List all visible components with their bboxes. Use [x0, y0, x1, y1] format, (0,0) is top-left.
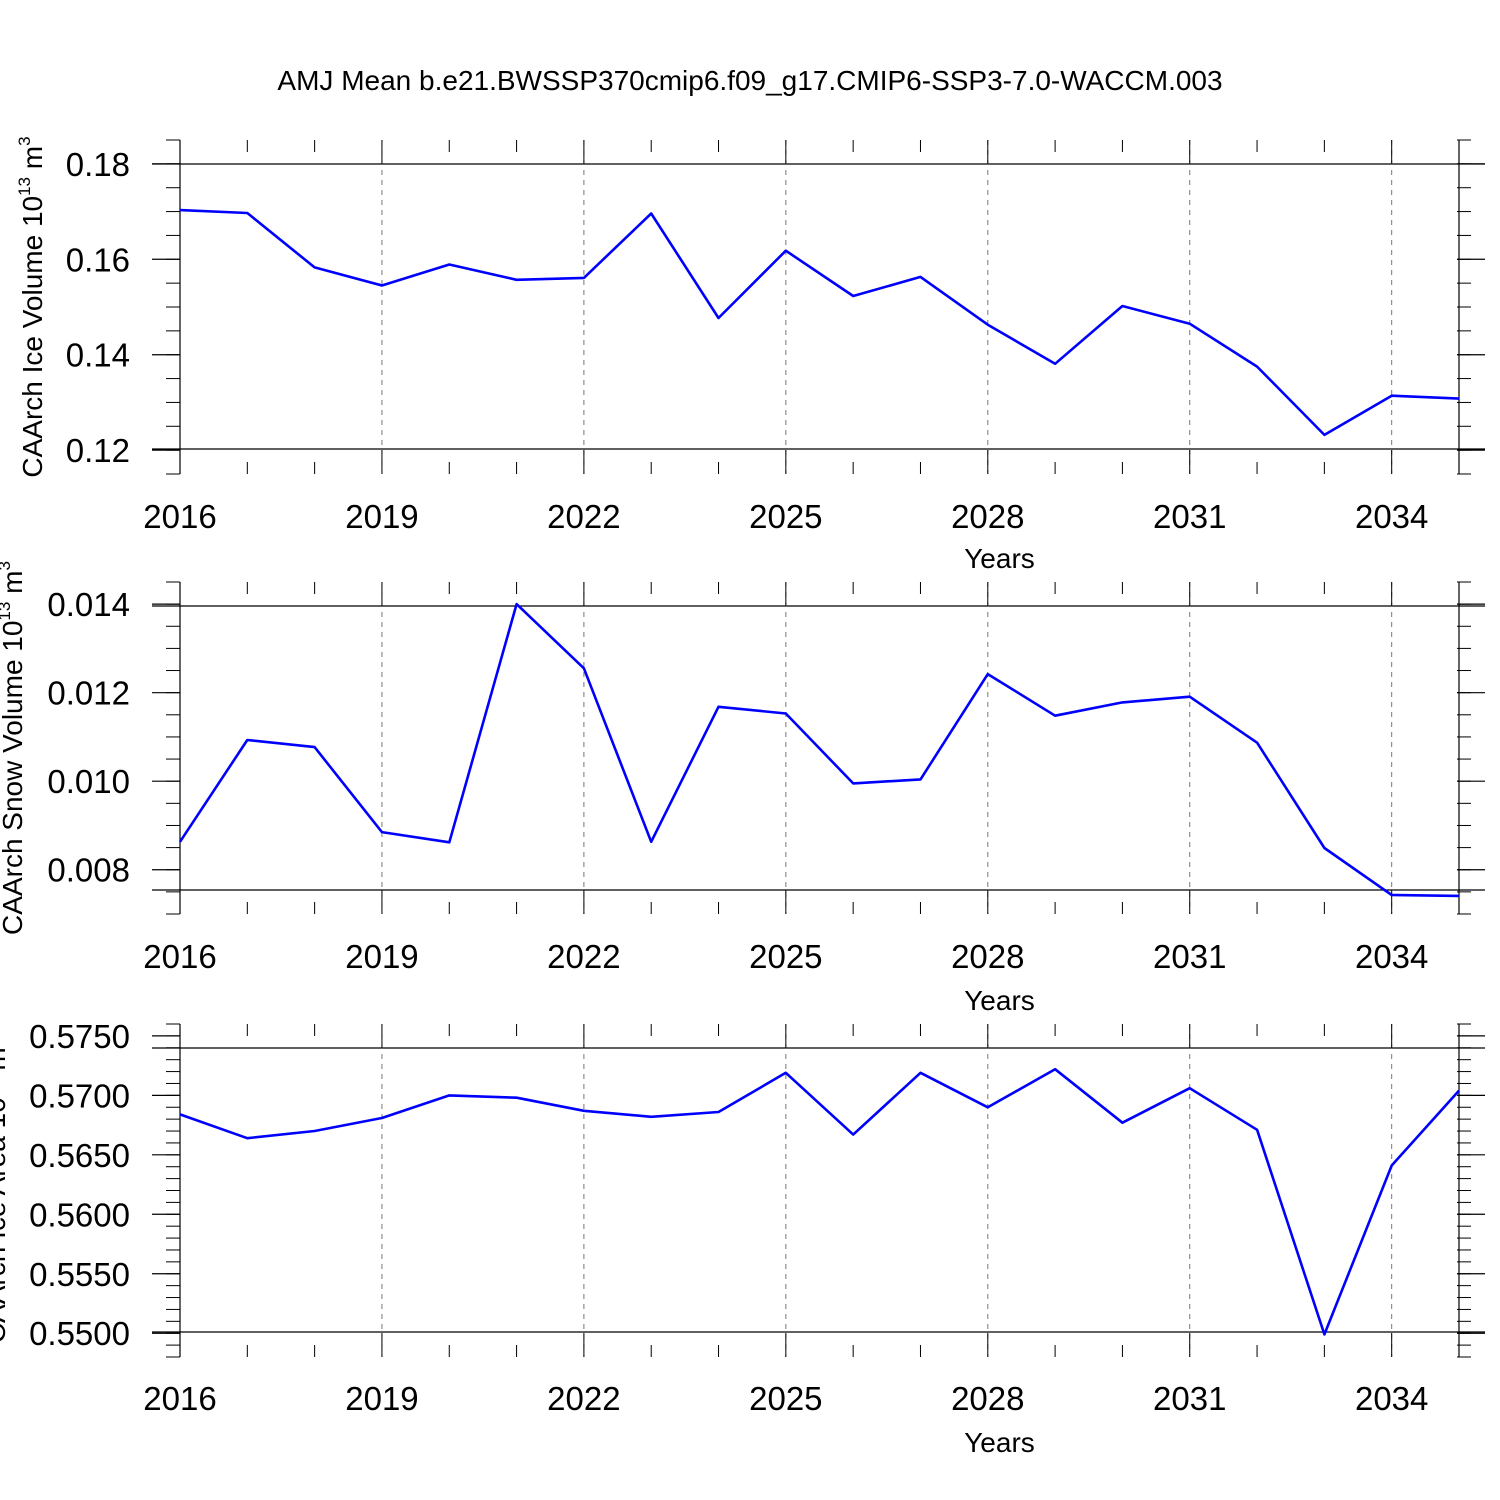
x-tick-label: 2019 — [345, 498, 418, 535]
y-axis-title-part: m — [0, 1047, 11, 1078]
y-tick-label: 0.014 — [47, 586, 130, 623]
x-tick-label: 2034 — [1355, 498, 1428, 535]
x-tick-label: 2019 — [345, 938, 418, 975]
x-tick-label: 2022 — [547, 1380, 620, 1417]
y-tick-label: 0.010 — [47, 763, 130, 800]
panel-2: 0.008 0.010 0.012 0.014 2016 2019 2022 2025 2028… — [0, 561, 1485, 1016]
series-line — [179, 1067, 1460, 1336]
x-tick-label: 2025 — [749, 938, 822, 975]
series-line — [178, 602, 1460, 898]
x-tick-label: 2025 — [749, 498, 822, 535]
x-tick-label: 2031 — [1153, 1380, 1226, 1417]
x-axis-title: Years — [964, 985, 1035, 1016]
x-tick-label: 2022 — [547, 498, 620, 535]
x-tick-label: 2022 — [547, 938, 620, 975]
chart-title: AMJ Mean b.e21.BWSSP370cmip6.f09_g17.CMI… — [277, 65, 1222, 96]
x-tick-label: 2031 — [1153, 938, 1226, 975]
y-tick-label: 0.12 — [66, 432, 130, 469]
panel-1: 0.12 0.14 0.16 0.18 2016 2019 2022 2025 2028 2031… — [15, 136, 1485, 574]
y-axis-title: CAArch Snow Volume 1013 m3 — [0, 561, 28, 935]
x-tick-label: 2028 — [951, 1380, 1024, 1417]
x-tick-label: 2016 — [143, 938, 216, 975]
y-tick-label: 0.5700 — [29, 1077, 130, 1114]
y-tick-label: 0.5550 — [29, 1256, 130, 1293]
x-tick-label: 2028 — [951, 498, 1024, 535]
x-tick-label: 2034 — [1355, 1380, 1428, 1417]
x-tick-label: 2028 — [951, 938, 1024, 975]
y-axis-title-superscript: 3 — [15, 136, 34, 145]
y-axis-title-part: CAArch Ice Volume 10 — [17, 196, 48, 478]
y-axis-title-part: CAArch Ice Area 10 — [0, 1097, 11, 1343]
y-tick-label: 0.16 — [66, 241, 130, 278]
y-tick-label: 0.012 — [47, 675, 130, 712]
x-tick-label: 2016 — [143, 498, 216, 535]
y-axis-title-superscript: 3 — [0, 561, 14, 570]
x-tick-label: 2025 — [749, 1380, 822, 1417]
y-axis-title: CAArch Ice Volume 1013 m3 — [15, 136, 48, 477]
panel-3: 0.5500 0.5550 0.5600 0.5650 0.5700 0.5750 2016… — [0, 1018, 1485, 1458]
y-axis-title-superscript: 13 — [0, 602, 14, 621]
y-tick-label: 0.14 — [66, 337, 130, 374]
y-tick-label: 0.5500 — [29, 1315, 130, 1352]
x-tick-label: 2031 — [1153, 498, 1226, 535]
x-tick-label: 2016 — [143, 1380, 216, 1417]
chart-panels: 0.12 0.14 0.16 0.18 2016 2019 2022 2025 2028 2031… — [0, 136, 1485, 1458]
y-tick-label: 0.5750 — [29, 1018, 130, 1055]
y-axis-title: CAArch Ice Area 1013 m2 — [0, 1038, 11, 1343]
y-axis-title-part: CAArch Snow Volume 10 — [0, 621, 28, 935]
y-axis-title-part: m — [17, 146, 48, 177]
x-axis-title: Years — [964, 1427, 1035, 1458]
y-tick-label: 0.5600 — [29, 1196, 130, 1233]
y-tick-label: 0.18 — [66, 146, 130, 183]
x-tick-label: 2019 — [345, 1380, 418, 1417]
y-tick-label: 0.008 — [47, 852, 130, 889]
series-line — [179, 208, 1460, 437]
y-axis-title-superscript: 13 — [15, 177, 34, 196]
y-axis-title-part: m — [0, 571, 28, 602]
x-tick-label: 2034 — [1355, 938, 1428, 975]
y-tick-label: 0.5650 — [29, 1137, 130, 1174]
x-axis-title: Years — [964, 543, 1035, 574]
